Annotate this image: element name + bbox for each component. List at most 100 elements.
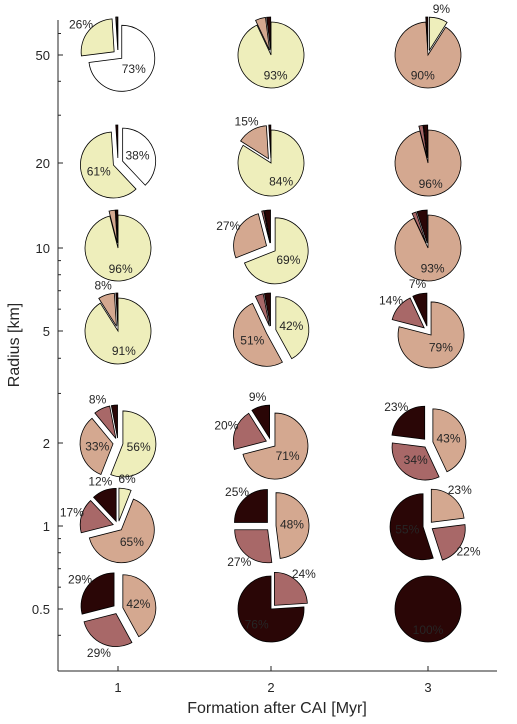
pie-slice xyxy=(394,21,462,89)
pie-slice xyxy=(243,217,309,285)
pie-slice xyxy=(263,209,271,244)
pie-slice xyxy=(394,575,462,643)
y-tick-label: 5 xyxy=(43,324,50,339)
pie-slice-label: 42% xyxy=(126,597,150,611)
y-tick-label: 2 xyxy=(43,436,50,451)
pie-slice-label: 96% xyxy=(419,177,443,191)
pie-slice-label: 8% xyxy=(89,393,107,407)
pie-slice-label: 73% xyxy=(122,62,146,76)
pie-slice-label: 6% xyxy=(118,472,136,486)
pie-2-myr-2-km: 71% 20% 9% xyxy=(214,390,309,480)
x-tick-label: 2 xyxy=(267,680,274,695)
pie-slice xyxy=(88,498,155,564)
pie-slice xyxy=(115,209,119,244)
pie-slice xyxy=(94,405,117,439)
pie-slice xyxy=(79,499,114,534)
pie-slice xyxy=(84,214,152,282)
pie-slice xyxy=(116,16,119,51)
pie-slice-label: 56% xyxy=(127,440,151,454)
pie-3-myr-5-km: 79% 14% 7% xyxy=(379,277,465,369)
pie-slice xyxy=(80,18,115,57)
pie-slice xyxy=(418,124,428,159)
pie-slice xyxy=(115,124,119,159)
pie-slice-label: 17% xyxy=(60,506,84,520)
pie-slice-label: 51% xyxy=(240,334,264,348)
y-tick-label: 10 xyxy=(36,241,50,256)
pie-slice xyxy=(425,16,429,51)
x-tick-label: 3 xyxy=(424,680,431,695)
pie-slice xyxy=(389,493,434,561)
pie-slice-label: 29% xyxy=(68,573,92,587)
pie-slice-label: 14% xyxy=(379,293,403,307)
pie-slice xyxy=(394,129,462,197)
pie-3-myr-0_5-km: 100% xyxy=(394,575,462,643)
pie-1-myr-20-km: 38% 61% xyxy=(80,124,157,199)
pie-slice xyxy=(88,24,156,92)
pie-slice xyxy=(275,492,310,559)
pie-slice xyxy=(233,213,268,259)
pie-slice xyxy=(275,296,310,360)
pie-slice xyxy=(430,488,465,523)
pie-slice xyxy=(83,613,133,647)
pie-slice xyxy=(115,292,119,327)
pie-3-myr-50-km: 9% 90% xyxy=(394,2,462,89)
pie-1-myr-50-km: 73% 26% xyxy=(69,16,156,92)
pie-slice xyxy=(237,575,305,643)
pie-2-myr-5-km: 42% 51% xyxy=(233,292,310,367)
pie-slice xyxy=(84,297,152,365)
pie-slice xyxy=(237,129,305,197)
pie-slice-label: 93% xyxy=(264,68,288,82)
pie-slice-label: 84% xyxy=(269,174,293,188)
pie-slice-label: 12% xyxy=(88,474,112,488)
pie-3-myr-10-km: 93% xyxy=(394,209,462,282)
pie-slice xyxy=(80,131,137,199)
pie-slice-label: 34% xyxy=(404,453,428,467)
pie-1-myr-0_5-km: 42% 29% 29% xyxy=(68,572,157,660)
pie-slice xyxy=(242,412,309,480)
pie-slice-label: 9% xyxy=(249,390,267,404)
pie-slice-label: 90% xyxy=(411,68,435,82)
pie-2-myr-50-km: 93% xyxy=(237,16,305,89)
pie-slice xyxy=(110,404,118,439)
pie-slice xyxy=(261,210,271,244)
pie-slice-label: 33% xyxy=(85,439,109,453)
pie-slice xyxy=(251,404,271,440)
pie-slice xyxy=(79,417,114,475)
pie-slice-label: 69% xyxy=(276,253,300,267)
pies: 73% 26% 93% 9% 90% 38% 61% 84% 15% 96% 96% 69% 27% 93… xyxy=(60,2,481,660)
pie-1-myr-5-km: 91% 8% xyxy=(84,278,152,365)
pie-1-myr-10-km: 96% xyxy=(84,209,152,282)
pie-2-myr-20-km: 84% 15% xyxy=(235,115,305,197)
pie-slice xyxy=(255,17,271,51)
y-tick-label: 20 xyxy=(36,156,50,171)
y-tick-label: 1 xyxy=(43,519,50,534)
pie-slice-label: 29% xyxy=(87,646,111,660)
pie-slice xyxy=(394,214,462,282)
pie-slice-label: 24% xyxy=(292,567,316,581)
pie-slice-label: 27% xyxy=(216,219,240,233)
pie-slice-label: 22% xyxy=(457,545,481,559)
y-axis-label: Radius [km] xyxy=(6,303,23,387)
pie-1-myr-1-km: 6% 65% 17% 12% xyxy=(60,472,155,564)
pie-slice xyxy=(233,302,283,367)
pie-slice-label: 26% xyxy=(69,17,93,31)
pie-slice xyxy=(263,292,271,327)
pie-slice xyxy=(93,487,117,523)
pie-slice xyxy=(240,125,269,160)
axes: 0.5 1 2 5 10 20 50 1 2 3 xyxy=(32,20,497,695)
pie-slice-label: 15% xyxy=(235,115,259,129)
pie-slice xyxy=(118,487,132,522)
pie-slice xyxy=(411,211,427,244)
pie-slice-label: 27% xyxy=(227,555,251,569)
pie-slice xyxy=(391,405,426,440)
pie-slice xyxy=(416,209,428,244)
pie-slice xyxy=(98,292,117,327)
x-ticks: 1 2 3 xyxy=(114,666,432,695)
pie-slice-label: 48% xyxy=(280,518,304,532)
pie-slice-label: 7% xyxy=(409,277,427,291)
pie-slice-label: 96% xyxy=(109,262,133,276)
pie-slice xyxy=(234,489,268,523)
pie-slice xyxy=(237,21,305,89)
x-tick-label: 1 xyxy=(114,680,121,695)
pie-slice xyxy=(254,293,270,327)
